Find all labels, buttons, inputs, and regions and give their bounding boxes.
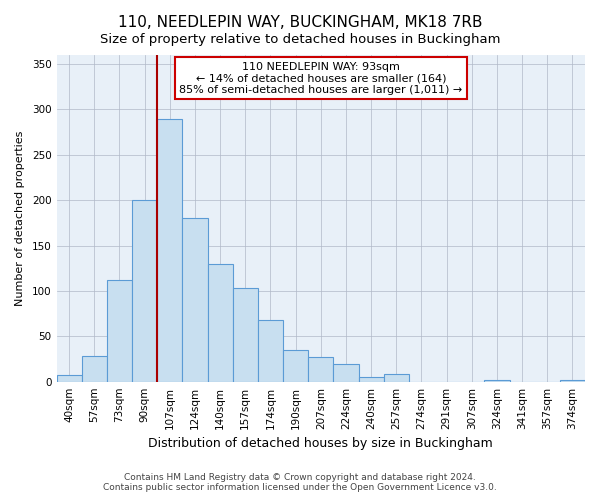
- Y-axis label: Number of detached properties: Number of detached properties: [15, 130, 25, 306]
- Bar: [258, 320, 283, 382]
- Text: Contains HM Land Registry data © Crown copyright and database right 2024.
Contai: Contains HM Land Registry data © Crown c…: [103, 473, 497, 492]
- X-axis label: Distribution of detached houses by size in Buckingham: Distribution of detached houses by size …: [148, 437, 493, 450]
- Bar: [560, 380, 585, 382]
- Text: Size of property relative to detached houses in Buckingham: Size of property relative to detached ho…: [100, 32, 500, 46]
- Bar: [484, 380, 509, 382]
- Bar: [283, 350, 308, 382]
- Bar: [82, 356, 107, 382]
- Text: 110, NEEDLEPIN WAY, BUCKINGHAM, MK18 7RB: 110, NEEDLEPIN WAY, BUCKINGHAM, MK18 7RB: [118, 15, 482, 30]
- Bar: [233, 288, 258, 382]
- Bar: [208, 264, 233, 382]
- Text: 110 NEEDLEPIN WAY: 93sqm
← 14% of detached houses are smaller (164)
85% of semi-: 110 NEEDLEPIN WAY: 93sqm ← 14% of detach…: [179, 62, 463, 94]
- Bar: [132, 200, 157, 382]
- Bar: [359, 377, 383, 382]
- Bar: [56, 376, 82, 382]
- Bar: [334, 364, 359, 382]
- Bar: [383, 374, 409, 382]
- Bar: [157, 118, 182, 382]
- Bar: [107, 280, 132, 382]
- Bar: [182, 218, 208, 382]
- Bar: [308, 357, 334, 382]
